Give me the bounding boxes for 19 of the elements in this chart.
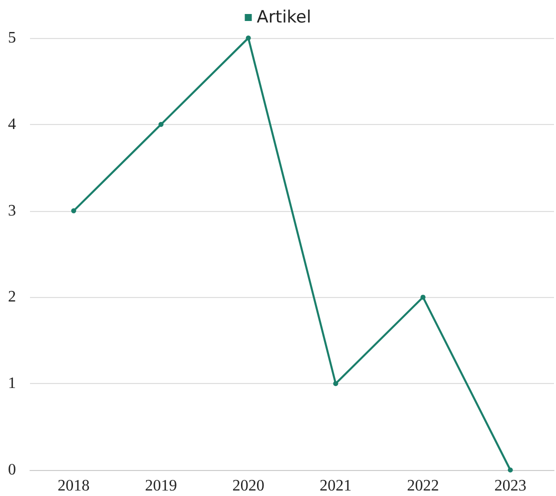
x-tick-label: 2018 [58,478,90,494]
y-tick-label: 4 [8,116,16,133]
y-tick-label: 2 [8,288,16,306]
x-tick-label: 2022 [407,478,439,494]
point [508,468,513,472]
point [158,122,164,127]
x-tick-label: 2020 [232,478,264,494]
x-tick-label: 2023 [494,478,526,494]
point [71,208,76,214]
x-tick-label: 2019 [145,478,177,494]
y-tick-label: 0 [8,462,16,478]
point [333,381,338,386]
y-tick-label: 3 [8,202,16,220]
y-tick-label: 5 [8,30,16,46]
point [246,36,251,40]
point [420,294,426,300]
y-tick-label: 1 [8,375,16,392]
x-tick-label: 2021 [320,478,352,494]
legend-label: Artikel [256,8,312,28]
